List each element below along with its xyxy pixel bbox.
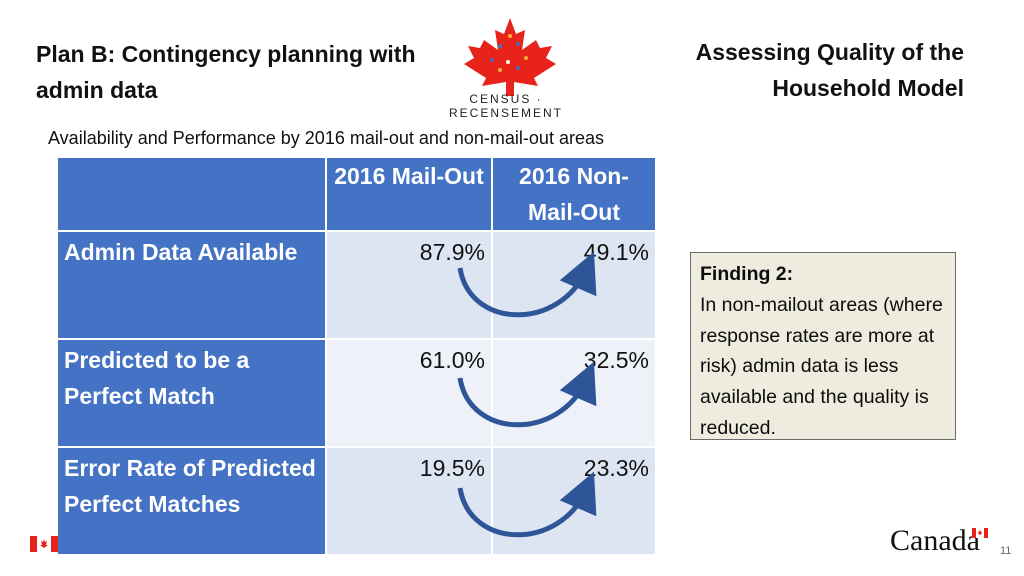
census-logo-text: CENSUS · RECENSEMENT [448, 92, 563, 120]
header-corner-cell [56, 156, 327, 232]
table-header-row: 2016 Mail-Out 2016 Non-Mail-Out [56, 156, 657, 232]
column-header-nonmailout: 2016 Non-Mail-Out [491, 156, 657, 232]
slide-title-left: Plan B: Contingency planning with admin … [36, 41, 416, 103]
cell-mailout: 61.0% [325, 338, 493, 448]
slide-title-right: Assessing Quality of the Household Model [695, 39, 964, 101]
availability-table: 2016 Mail-Out 2016 Non-Mail-Out Admin Da… [56, 156, 657, 556]
cell-mailout: 19.5% [325, 446, 493, 556]
cell-nonmailout: 23.3% [491, 446, 657, 556]
row-label: Error Rate of Predicted Perfect Matches [56, 446, 327, 556]
column-header-mailout: 2016 Mail-Out [325, 156, 493, 232]
finding-callout: Finding 2: In non-mailout areas (where r… [690, 252, 956, 440]
canada-flag-icon [30, 536, 58, 552]
cell-mailout: 87.9% [325, 230, 493, 340]
row-label: Admin Data Available [56, 230, 327, 340]
page-number: 11 [1000, 545, 1012, 557]
row-label: Predicted to be a Perfect Match [56, 338, 327, 448]
table-row: Predicted to be a Perfect Match 61.0% 32… [56, 338, 657, 448]
census-maple-leaf-logo [464, 18, 556, 96]
table-row: Error Rate of Predicted Perfect Matches … [56, 446, 657, 556]
canada-wordmark: Canada [890, 524, 980, 557]
table-row: Admin Data Available 87.9% 49.1% [56, 230, 657, 340]
finding-heading: Finding 2: [700, 263, 794, 285]
wordmark-flag-icon [972, 528, 988, 538]
cell-nonmailout: 49.1% [491, 230, 657, 340]
table-caption: Availability and Performance by 2016 mai… [48, 128, 604, 148]
cell-nonmailout: 32.5% [491, 338, 657, 448]
finding-body: In non-mailout areas (where response rat… [700, 293, 943, 439]
